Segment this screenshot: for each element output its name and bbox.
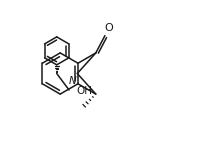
Text: O: O xyxy=(104,24,113,34)
Text: OH: OH xyxy=(76,86,92,96)
Text: N: N xyxy=(69,76,77,86)
